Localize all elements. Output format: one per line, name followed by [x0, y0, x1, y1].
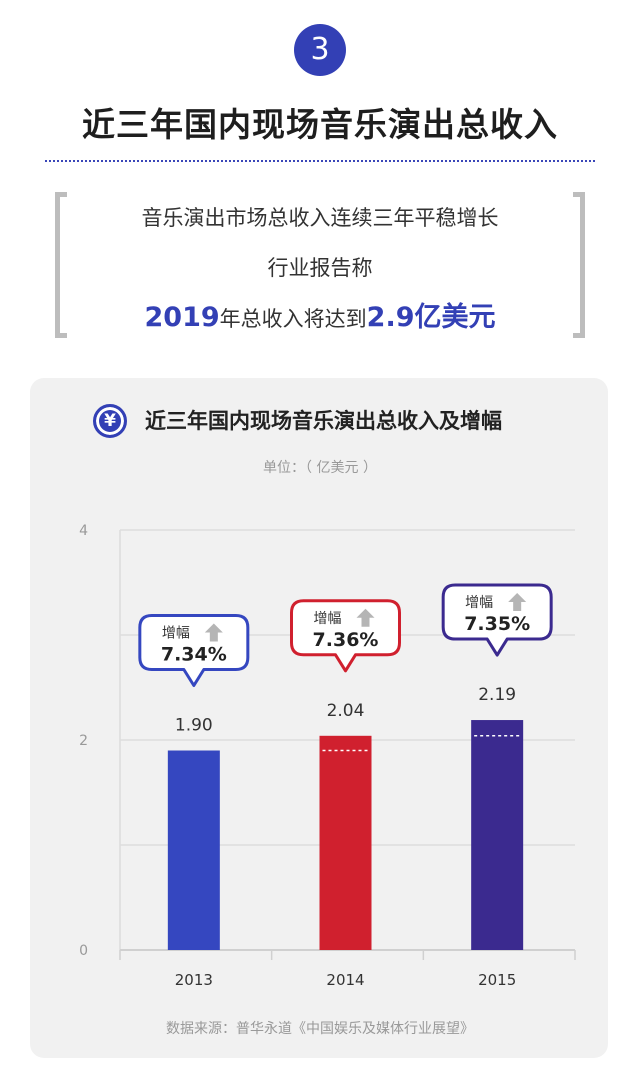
growth-callout: [290, 599, 401, 673]
growth-value: 7.35%: [464, 613, 530, 635]
y-tick-label: 2: [79, 733, 88, 749]
bar-2013: [167, 750, 220, 950]
up-arrow-icon: [508, 593, 527, 612]
quote-year: 2019: [144, 302, 220, 333]
y-tick-label: 4: [79, 523, 88, 539]
growth-label: 增幅: [314, 611, 342, 627]
growth-label: 增幅: [465, 595, 493, 611]
x-tick-label: 2015: [478, 971, 516, 989]
up-arrow-icon: [204, 623, 223, 642]
up-arrow-icon: [356, 608, 375, 627]
chart-title: 近三年国内现场音乐演出总收入及增幅: [145, 409, 502, 433]
bar-2015: [471, 720, 524, 950]
x-tick-label: 2014: [326, 971, 364, 989]
step-number-badge: 3: [294, 24, 346, 76]
quote-line-2: 行业报告称: [267, 256, 373, 280]
growth-value: 7.34%: [161, 644, 227, 666]
dotted-divider: [45, 160, 595, 162]
quote-amount: 2.9亿美元: [366, 302, 496, 333]
growth-callout: [138, 614, 250, 687]
growth-value: 7.36%: [313, 629, 379, 651]
x-tick-label: 2013: [175, 971, 213, 989]
bar-2014: [319, 735, 372, 950]
source-note: 数据来源：普华永道《中国娱乐及媒体行业展望》: [166, 1021, 474, 1037]
quote-line-1: 音乐演出市场总收入连续三年平稳增长: [141, 206, 499, 230]
quote-line-3: 2019年总收入将达到2.9亿美元: [0, 295, 640, 334]
growth-callout: [441, 583, 553, 657]
quote-text: 年总收入将达到: [219, 307, 367, 331]
growth-label: 增幅: [162, 626, 190, 642]
page-title: 近三年国内现场音乐演出总收入: [82, 105, 558, 144]
data-label-2014: 2.04: [327, 701, 365, 721]
data-label-2015: 2.19: [478, 685, 516, 705]
data-label-2013: 1.90: [175, 716, 213, 736]
unit-label: 单位：（ 亿美元 ）: [263, 460, 377, 476]
y-tick-label: 0: [79, 943, 88, 959]
right-bracket: [573, 192, 585, 338]
left-bracket: [55, 192, 67, 338]
yen-icon: ¥: [93, 404, 127, 438]
